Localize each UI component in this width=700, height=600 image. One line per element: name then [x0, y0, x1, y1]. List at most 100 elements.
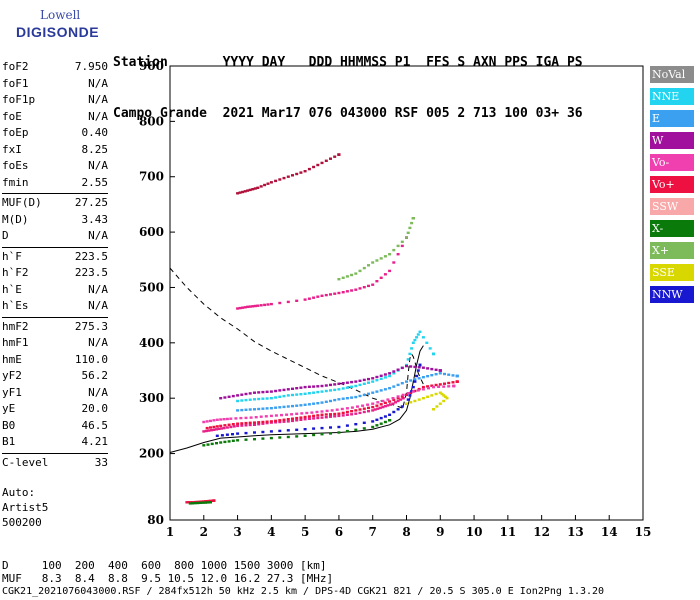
echo-point [244, 438, 248, 441]
echo-point [383, 405, 387, 408]
echo-point [209, 501, 212, 504]
echo-point [371, 405, 375, 409]
echo-point [234, 417, 238, 420]
echo-trace [337, 217, 415, 281]
echo-point [400, 240, 404, 243]
echo-point [442, 385, 446, 388]
echo-point [191, 502, 195, 505]
param-value: 223.5 [74, 249, 108, 263]
x-tick-label: 5 [301, 525, 309, 539]
echo-point [345, 397, 349, 400]
echo-point [392, 385, 396, 388]
echo-point [324, 384, 328, 387]
echo-point [411, 341, 415, 344]
echo-point [341, 397, 345, 400]
echo-point [379, 403, 383, 406]
echo-point [406, 358, 410, 361]
echo-point [278, 395, 282, 398]
echo-point [299, 393, 303, 396]
x-tick-label: 1 [166, 525, 174, 539]
legend-entry: E [650, 110, 694, 127]
echo-point [455, 374, 459, 378]
echo-point [371, 391, 375, 394]
echo-point [256, 304, 260, 307]
echo-point [437, 385, 441, 388]
param-value: 3.43 [81, 212, 109, 226]
echo-point [345, 407, 349, 410]
param-name: MUF(D) [2, 196, 42, 209]
echo-point [376, 407, 380, 410]
echo-point [405, 393, 408, 397]
echo-point [413, 399, 417, 403]
echo-point [305, 411, 309, 415]
param-name: M(D) [2, 212, 29, 226]
echo-point [223, 396, 227, 399]
echo-point [325, 409, 329, 413]
echo-point [231, 439, 235, 442]
echo-point [411, 390, 415, 393]
echo-point [286, 420, 290, 423]
legend-entry: SSE [650, 264, 694, 281]
echo-point [246, 305, 250, 308]
echo-point [220, 434, 224, 437]
echo-point [411, 217, 415, 220]
echo-point [362, 266, 366, 270]
echo-point [206, 501, 210, 504]
echo-point [286, 418, 290, 421]
echo-point [215, 428, 218, 431]
echo-point [210, 442, 214, 446]
echo-point [345, 386, 349, 389]
param-name: foF1p [2, 93, 36, 106]
echo-point [244, 416, 248, 420]
echo-point [350, 410, 354, 413]
echo-point [219, 441, 223, 444]
echo-point [345, 290, 349, 293]
echo-point [315, 410, 319, 414]
echo-point [367, 264, 370, 267]
echo-point [303, 385, 307, 389]
echo-point [371, 261, 375, 264]
echo-point [320, 161, 324, 165]
echo-point [265, 390, 269, 393]
x-tick-label: 4 [267, 525, 275, 539]
echo-point [295, 393, 299, 396]
echo-point [432, 352, 435, 356]
echo-point [396, 244, 400, 248]
echo-point [434, 392, 438, 396]
echo-point [371, 380, 375, 383]
echo-point [406, 231, 410, 234]
param-row: h`Es N/A [2, 299, 108, 316]
echo-point [413, 380, 417, 383]
x-tick-label: 9 [436, 525, 444, 539]
echo-point [261, 407, 265, 410]
echo-point [324, 389, 328, 393]
echo-point [396, 408, 400, 411]
echo-point [303, 418, 307, 421]
param-row: fmin 2.55 [2, 176, 108, 193]
echo-point [312, 402, 316, 405]
echo-point [430, 394, 434, 397]
echo-point [452, 384, 456, 388]
echo-point [196, 501, 200, 505]
echo-point [383, 255, 387, 258]
echo-point [400, 382, 404, 385]
y-tick-label: 400 [139, 336, 164, 350]
echo-point [329, 426, 332, 429]
echo-point [248, 421, 252, 424]
echo-point [312, 414, 316, 418]
logo-line1: Lowell [40, 8, 81, 22]
echo-point [246, 189, 250, 192]
param-name: h`F [2, 249, 22, 263]
echo-point [409, 365, 413, 368]
echo-point [435, 405, 439, 408]
param-value: 8.25 [81, 142, 109, 156]
param-row: foF1p N/A [2, 93, 108, 110]
echo-point [438, 383, 442, 386]
x-tick-label: 3 [233, 525, 241, 539]
echo-point [379, 257, 383, 260]
echo-point [307, 415, 311, 418]
echo-point [396, 395, 400, 398]
echo-point [345, 381, 349, 384]
echo-point [259, 185, 263, 188]
